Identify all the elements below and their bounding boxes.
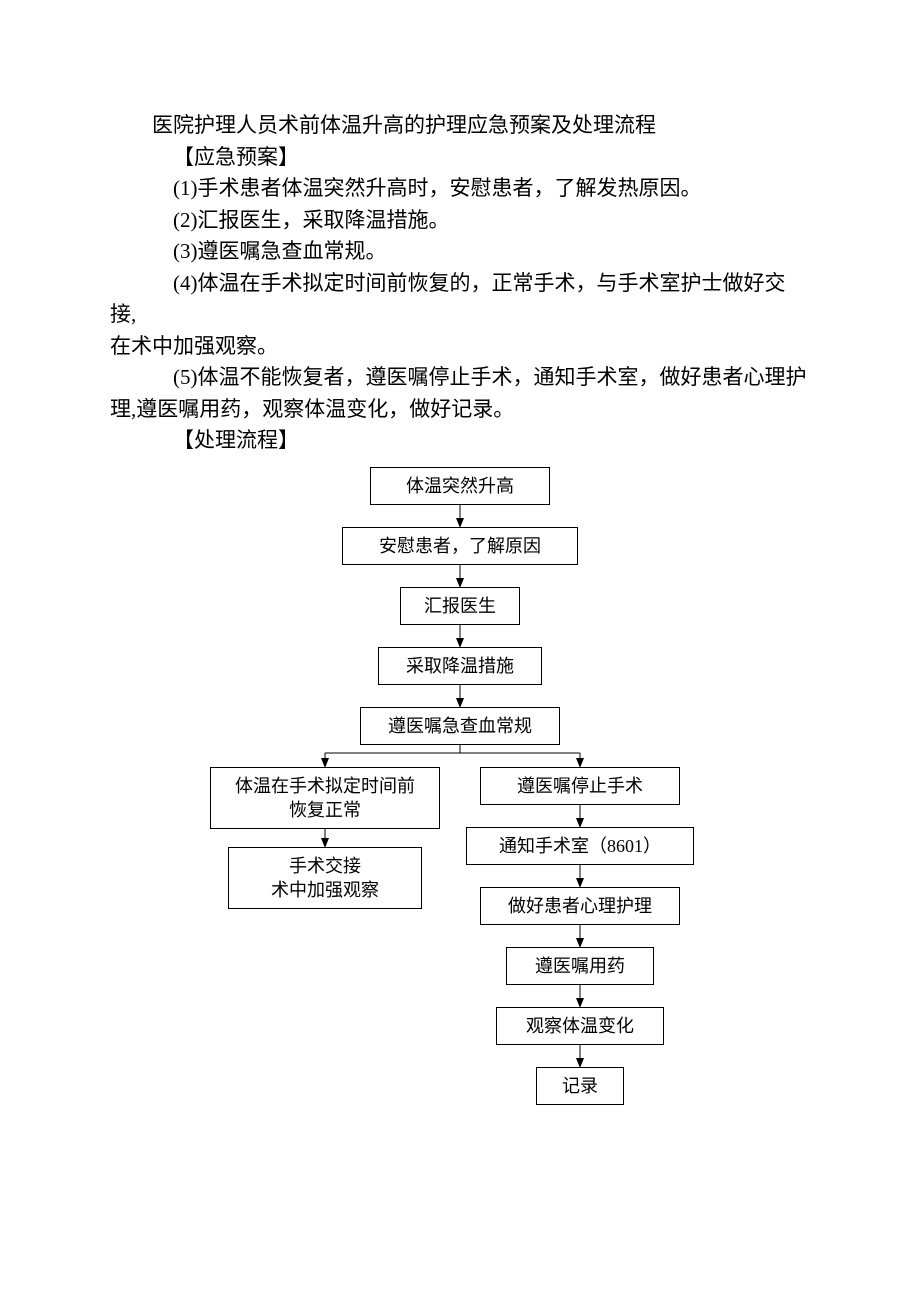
plan-item-2: (2)汇报医生，采取降温措施。: [110, 205, 810, 237]
plan-item-5: (5)体温不能恢复者，遵医嘱停止手术，通知手术室，做好患者心理护 理,遵医嘱用药…: [110, 362, 810, 425]
flow-node-n11: 遵医嘱用药: [506, 947, 654, 985]
plan-item-1: (1)手术患者体温突然升高时，安慰患者，了解发热原因。: [110, 173, 810, 205]
doc-title: 医院护理人员术前体温升高的护理应急预案及处理流程: [110, 110, 810, 142]
plan-item-5-line2: 理,遵医嘱用药，观察体温变化，做好记录。: [110, 394, 810, 426]
flow-node-n12: 观察体温变化: [496, 1007, 664, 1045]
section-process-flow: 【处理流程】: [110, 425, 810, 457]
plan-item-4-line1: (4)体温在手术拟定时间前恢复的，正常手术，与手术室护士做好交接,: [110, 268, 810, 331]
flow-node-n2: 安慰患者，了解原因: [342, 527, 578, 565]
flow-node-n6: 体温在手术拟定时间前 恢复正常: [210, 767, 440, 830]
flow-node-n10: 做好患者心理护理: [480, 887, 680, 925]
plan-item-4-line2: 在术中加强观察。: [110, 331, 810, 363]
flow-node-n4: 采取降温措施: [378, 647, 542, 685]
flow-node-n1: 体温突然升高: [370, 467, 550, 505]
flow-node-n8: 手术交接 术中加强观察: [228, 847, 422, 910]
plan-item-3: (3)遵医嘱急查血常规。: [110, 236, 810, 268]
flow-node-n13: 记录: [536, 1067, 624, 1105]
flow-node-n9: 通知手术室（8601）: [466, 827, 694, 865]
section-emergency-plan: 【应急预案】: [110, 142, 810, 174]
flow-node-n5: 遵医嘱急查血常规: [360, 707, 560, 745]
plan-item-5-line1: (5)体温不能恢复者，遵医嘱停止手术，通知手术室，做好患者心理护: [110, 362, 810, 394]
flow-node-n3: 汇报医生: [400, 587, 520, 625]
flowchart-container: 体温突然升高安慰患者，了解原因汇报医生采取降温措施遵医嘱急查血常规体温在手术拟定…: [110, 467, 810, 1167]
flow-node-n7: 遵医嘱停止手术: [480, 767, 680, 805]
plan-item-4: (4)体温在手术拟定时间前恢复的，正常手术，与手术室护士做好交接, 在术中加强观…: [110, 268, 810, 363]
